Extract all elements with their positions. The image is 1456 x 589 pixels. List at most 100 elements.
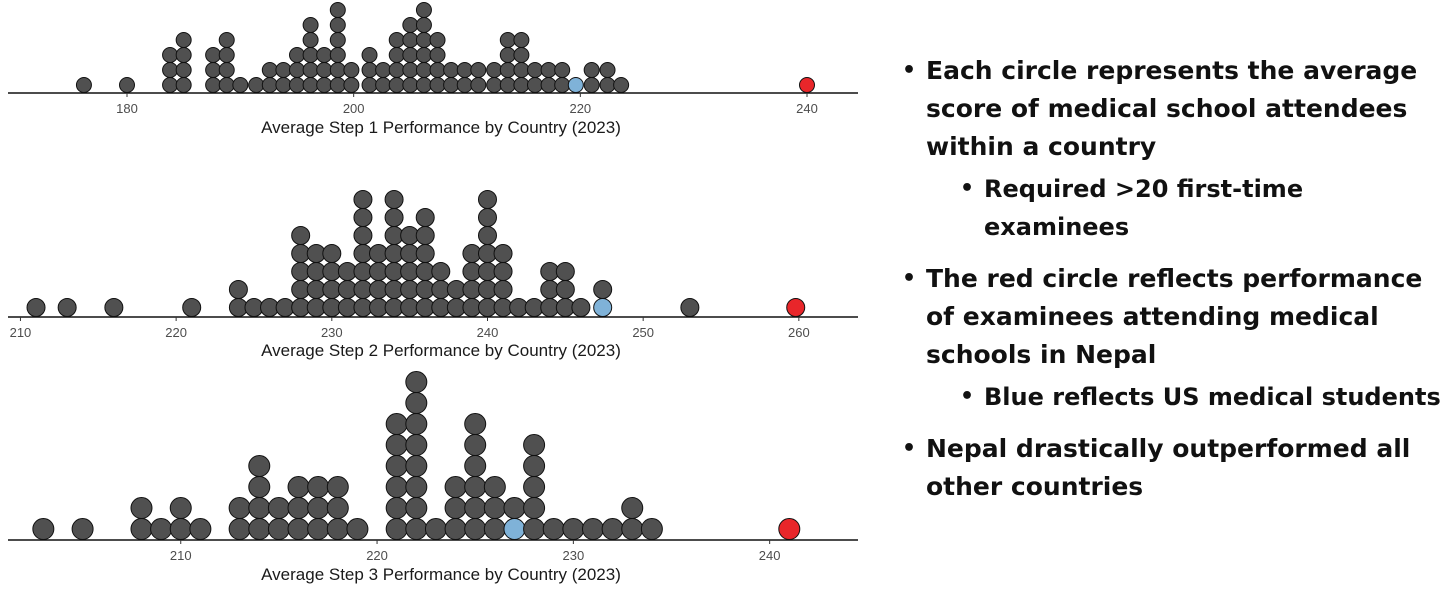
country-dot	[375, 62, 392, 78]
country-dot	[248, 518, 271, 540]
country-dot	[119, 77, 135, 93]
bullet-text: Nepal drastically outperformed all other…	[926, 434, 1411, 501]
country-dot	[405, 392, 428, 414]
country-dot	[402, 32, 419, 48]
bullet-dot-icon: •	[960, 384, 975, 409]
country-dot	[329, 32, 346, 48]
bullet-item: • The red circle reflects performance of …	[900, 260, 1456, 374]
country-dot	[343, 77, 360, 93]
tick-label: 220	[165, 325, 187, 340]
country-dot	[499, 32, 516, 48]
tick-label: 220	[569, 101, 591, 116]
country-dot	[307, 518, 330, 540]
bullet-dot-icon: •	[902, 266, 917, 291]
country-dot	[429, 32, 446, 48]
country-dot	[405, 455, 428, 477]
country-dot	[477, 190, 497, 209]
country-dot	[444, 518, 467, 540]
country-dot	[523, 476, 546, 498]
tick-label: 230	[563, 548, 585, 563]
country-dot	[483, 497, 506, 519]
country-dot	[322, 244, 342, 263]
country-dot	[326, 497, 349, 519]
country-dot	[130, 497, 153, 519]
country-dot	[291, 226, 311, 245]
us-dot	[593, 298, 613, 317]
country-dot	[353, 226, 373, 245]
x-axis-title: Average Step 2 Performance by Country (2…	[261, 341, 621, 360]
us-dot	[567, 77, 584, 93]
nepal-dot	[786, 298, 806, 317]
country-dot	[169, 518, 192, 540]
country-dot	[640, 518, 663, 540]
country-dot	[456, 77, 473, 93]
country-dot	[415, 62, 432, 78]
country-dot	[429, 77, 446, 93]
country-dot	[464, 434, 487, 456]
country-dot	[228, 497, 251, 519]
sub-bullet-item: • Blue reflects US medical students	[900, 378, 1456, 416]
country-dot	[405, 497, 428, 519]
country-dot	[329, 77, 346, 93]
country-dot	[302, 32, 319, 48]
country-dot	[464, 518, 487, 540]
country-dot	[599, 77, 616, 93]
country-dot	[523, 497, 546, 519]
country-dot	[429, 47, 446, 63]
country-dot	[405, 434, 428, 456]
country-dot	[218, 47, 235, 63]
country-dot	[205, 62, 222, 78]
bullet-dot-icon: •	[902, 436, 917, 461]
country-dot	[316, 62, 333, 78]
country-dot	[621, 497, 644, 519]
us-dot	[503, 518, 526, 540]
country-dot	[248, 455, 271, 477]
country-dot	[621, 518, 644, 540]
country-dot	[218, 32, 235, 48]
country-dot	[540, 62, 557, 78]
country-dot	[415, 226, 435, 245]
country-dot	[527, 77, 543, 93]
country-dot	[361, 62, 378, 78]
bullet-text: Required >20 first-time examinees	[984, 175, 1304, 241]
country-dot	[477, 208, 497, 227]
country-dot	[599, 62, 616, 78]
country-dot	[307, 497, 330, 519]
country-dot	[464, 497, 487, 519]
country-dot	[384, 190, 404, 209]
country-dot	[289, 77, 305, 93]
country-dot	[385, 476, 408, 498]
country-dot	[593, 280, 613, 299]
country-dot	[554, 62, 571, 78]
country-dot	[218, 77, 235, 93]
country-dot	[444, 476, 467, 498]
country-dot	[302, 17, 319, 33]
country-dot	[316, 77, 333, 93]
country-dot	[385, 518, 408, 540]
country-dot	[329, 62, 346, 78]
country-dot	[405, 518, 428, 540]
country-dot	[130, 518, 153, 540]
country-dot	[287, 497, 310, 519]
sub-bullet-item: • Required >20 first-time examinees	[900, 170, 1456, 246]
country-dot	[680, 298, 700, 317]
country-dot	[275, 62, 292, 78]
country-dot	[464, 476, 487, 498]
country-dot	[57, 298, 77, 317]
country-dot	[169, 497, 192, 519]
country-dot	[267, 497, 290, 519]
country-dot	[205, 47, 222, 63]
country-dot	[267, 518, 290, 540]
country-dot	[555, 262, 575, 281]
x-axis-title: Average Step 3 Performance by Country (2…	[261, 565, 621, 584]
country-dot	[415, 77, 432, 93]
country-dot	[175, 47, 192, 63]
country-dot	[402, 17, 419, 33]
country-dot	[613, 77, 630, 93]
country-dot	[287, 476, 310, 498]
country-dot	[405, 476, 428, 498]
country-dot	[71, 518, 94, 540]
country-dot	[443, 77, 460, 93]
bullet-text: Each circle represents the average score…	[926, 56, 1418, 161]
country-dot	[415, 244, 435, 263]
